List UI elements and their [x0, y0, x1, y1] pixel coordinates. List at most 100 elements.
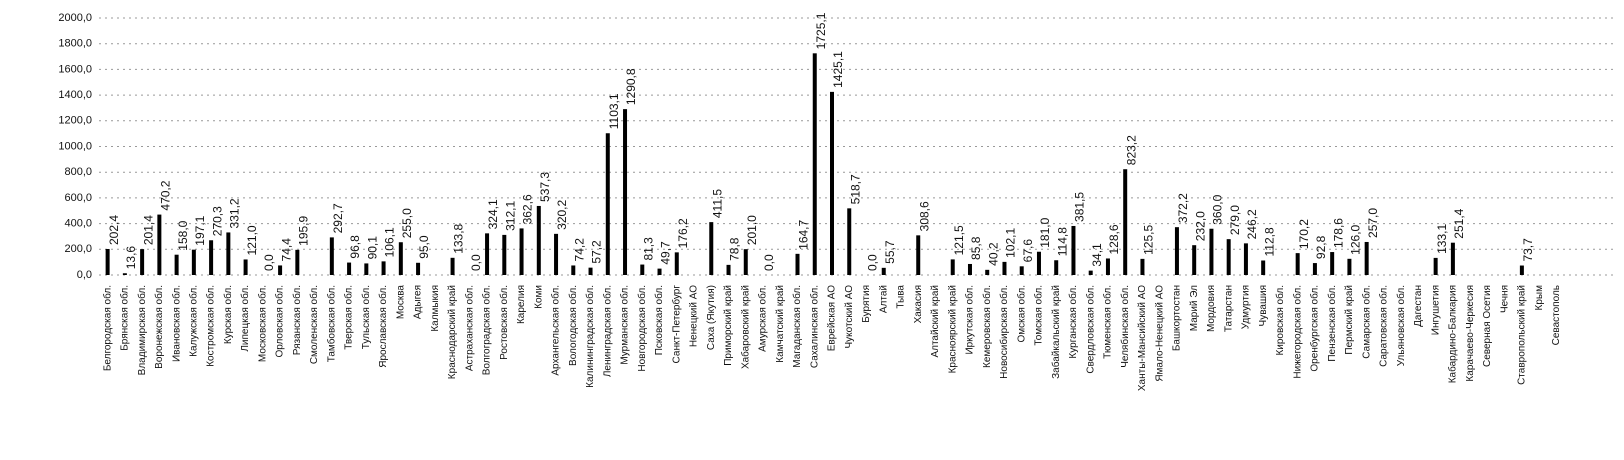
- value-label: 13,6: [124, 246, 138, 270]
- value-label: 181,0: [1038, 217, 1052, 247]
- value-label: 67,6: [1021, 239, 1035, 263]
- y-tick-label: 400,0: [64, 218, 92, 230]
- bar: [450, 257, 455, 275]
- y-tick-label: 2000,0: [58, 12, 92, 24]
- x-tick-label: Сахалинская обл.: [808, 285, 820, 368]
- bar: [916, 235, 921, 275]
- bar: [1140, 258, 1145, 275]
- bar: [519, 228, 524, 275]
- x-tick-label: Ненецкий АО: [689, 285, 700, 347]
- value-label: 331,2: [228, 198, 242, 228]
- bar: [1071, 225, 1076, 275]
- x-tick-label: Дагестан: [1413, 285, 1424, 327]
- bar: [1209, 228, 1214, 275]
- bar: [174, 254, 179, 275]
- x-tick-label: Ульяновская обл.: [1395, 285, 1407, 366]
- bar: [1243, 243, 1248, 275]
- value-label: 201,4: [141, 215, 155, 245]
- x-tick-label: Московская обл.: [256, 285, 268, 362]
- x-tick-label: Чувашия: [1258, 285, 1269, 326]
- value-label: 34,1: [1090, 243, 1104, 267]
- bar: [709, 222, 714, 275]
- bar: [226, 232, 231, 275]
- x-tick-label: Москва: [395, 285, 406, 320]
- bar: [1295, 253, 1300, 275]
- bar: [830, 91, 834, 275]
- x-tick-label: Пермский край: [1344, 285, 1355, 355]
- x-tick-label: Омская обл.: [1015, 285, 1027, 342]
- x-tick-label: Чукотский АО: [844, 285, 855, 349]
- bar: [295, 249, 300, 275]
- value-label: 114,8: [1055, 227, 1069, 256]
- value-label: 128,6: [1107, 224, 1121, 254]
- value-label: 1290,8: [624, 68, 638, 105]
- value-label: 90,1: [366, 236, 380, 260]
- bar: [502, 234, 507, 275]
- value-label: 411,5: [710, 189, 724, 218]
- bar: [278, 265, 283, 275]
- bar: [812, 53, 817, 276]
- bar: [1019, 266, 1024, 275]
- bar: [967, 263, 972, 275]
- x-tick-label: Тюменская обл.: [1102, 285, 1114, 359]
- value-label: 251,4: [1452, 208, 1466, 238]
- bar: [571, 265, 576, 275]
- value-label: 40,2: [986, 242, 1000, 266]
- bar: [1123, 169, 1128, 275]
- bar: [950, 259, 955, 275]
- bar: [1519, 265, 1524, 275]
- x-tick-label: Приморский край: [723, 285, 734, 366]
- value-label: 246,2: [1245, 209, 1259, 239]
- x-tick-label: Псковская обл.: [653, 285, 665, 355]
- x-tick-label: Калмыкия: [430, 285, 441, 332]
- y-tick-label: 1600,0: [58, 63, 92, 75]
- bar: [1192, 245, 1197, 275]
- y-tick-label: 0,0: [77, 269, 92, 281]
- x-tick-label: Татарстан: [1223, 285, 1234, 332]
- x-tick-label: Ленинградская обл.: [601, 285, 613, 377]
- value-label: 133,8: [452, 223, 466, 253]
- x-tick-label: Магаданская обл.: [791, 285, 803, 368]
- value-label: 85,8: [969, 236, 983, 260]
- x-tick-label: Челябинская обл.: [1119, 285, 1131, 368]
- value-label: 201,0: [745, 215, 759, 245]
- bar: [1036, 251, 1041, 275]
- y-tick-label: 1000,0: [58, 140, 92, 152]
- value-label: 78,8: [728, 237, 742, 261]
- bar: [1261, 260, 1266, 275]
- x-tick-label: Ростовская обл.: [498, 285, 510, 360]
- bar: [1226, 239, 1231, 275]
- bar: [1054, 260, 1059, 275]
- bar: [1174, 227, 1179, 275]
- x-tick-label: Алтайский край: [930, 285, 941, 358]
- bar: [381, 261, 386, 275]
- value-label: 372,2: [1176, 193, 1190, 223]
- bar: [795, 253, 800, 275]
- bar: [1330, 252, 1335, 275]
- bar: [985, 269, 990, 275]
- x-tick-label: Воронежская обл.: [153, 285, 165, 369]
- x-tick-label: Коми: [533, 285, 544, 309]
- x-tick-label: Белгородская обл.: [101, 285, 113, 371]
- value-label: 0,0: [469, 254, 483, 271]
- value-label: 470,2: [159, 180, 173, 210]
- value-label: 176,2: [676, 218, 690, 248]
- bar: [329, 237, 334, 275]
- value-label: 197,1: [193, 215, 207, 245]
- bar: [605, 133, 610, 275]
- value-label: 112,8: [1262, 227, 1276, 256]
- x-tick-label: Кемеровская обл.: [981, 285, 993, 368]
- y-tick-label: 1200,0: [58, 115, 92, 127]
- x-tick-label: Липецкая обл.: [239, 285, 251, 352]
- x-tick-label: Оренбургская обл.: [1309, 285, 1321, 372]
- bar: [726, 264, 731, 275]
- x-tick-label: Еврейская АО: [827, 285, 838, 351]
- value-label: 1725,1: [814, 12, 828, 49]
- x-tick-label: Саха (Якутия): [706, 285, 717, 350]
- x-tick-label: Мордовия: [1206, 285, 1217, 332]
- value-label: 121,5: [952, 225, 966, 255]
- x-tick-label: Волгоградская обл.: [481, 285, 493, 375]
- bar: [398, 242, 403, 275]
- value-label: 170,2: [1297, 219, 1311, 249]
- x-tick-label: Ивановская обл.: [170, 285, 182, 362]
